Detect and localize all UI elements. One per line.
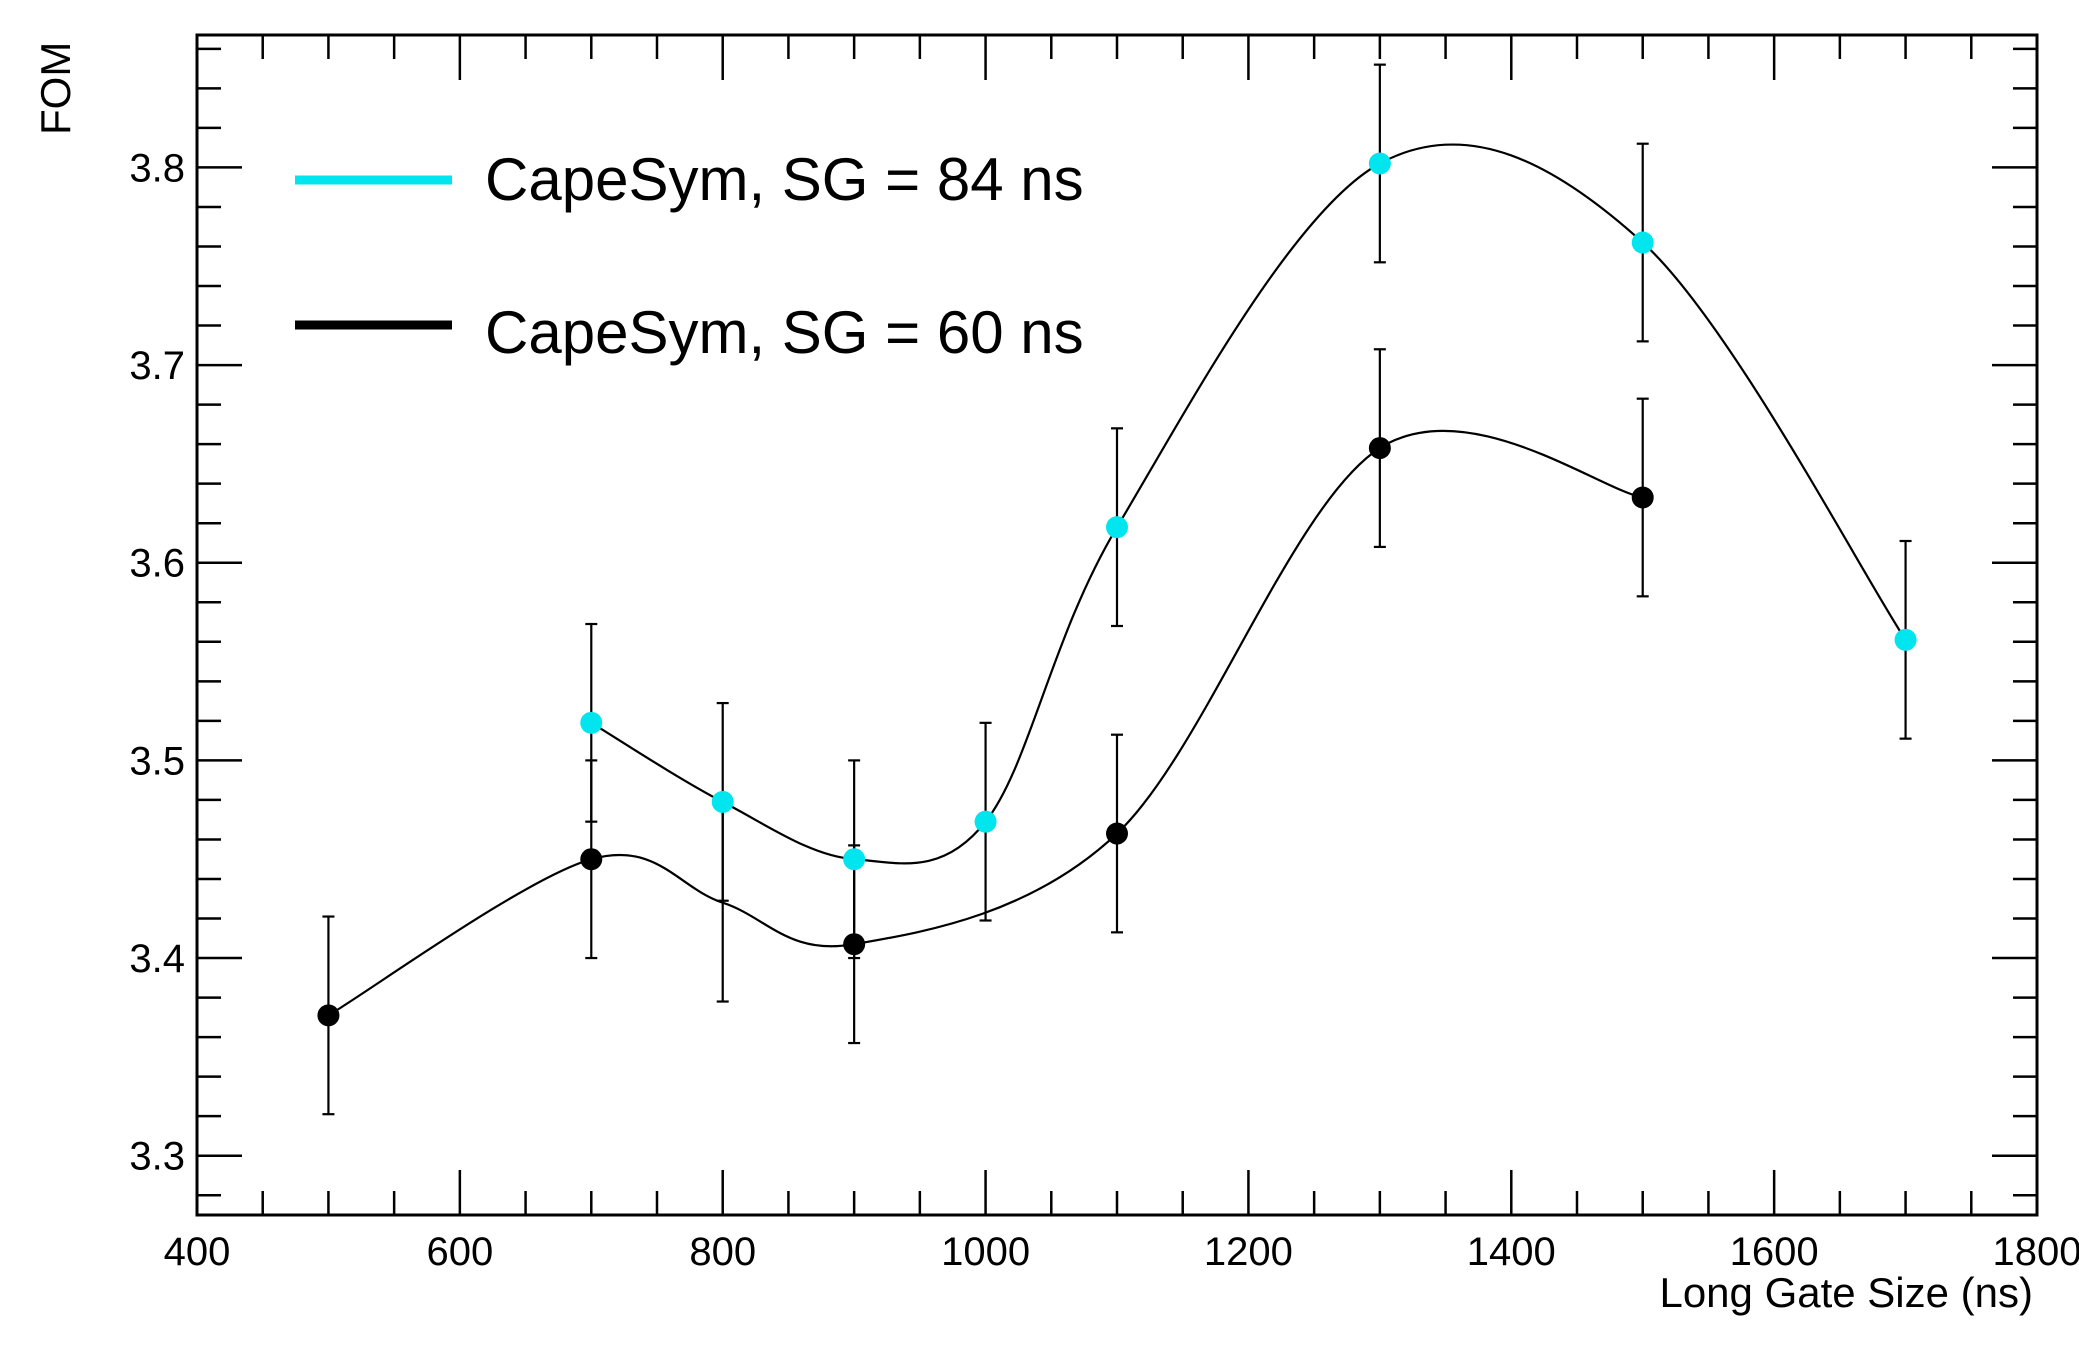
y-tick-label: 3.5 — [129, 739, 185, 783]
y-tick-label: 3.7 — [129, 344, 185, 388]
x-tick-label: 1200 — [1204, 1230, 1293, 1274]
legend: CapeSym, SG = 84 ns CapeSym, SG = 60 ns — [295, 146, 1084, 366]
legend-label-84ns: CapeSym, SG = 84 ns — [485, 146, 1084, 213]
y-tick-label: 3.4 — [129, 937, 185, 981]
data-point-60ns — [843, 933, 866, 956]
data-point-60ns — [1631, 486, 1654, 509]
data-point-84ns — [1894, 628, 1917, 651]
data-point-84ns — [974, 810, 997, 833]
x-tick-label: 1000 — [941, 1230, 1030, 1274]
y-tick-label: 3.8 — [129, 146, 185, 190]
data-point-60ns — [580, 848, 603, 871]
data-point-60ns — [1368, 437, 1391, 460]
data-point-84ns — [1631, 231, 1654, 254]
data-point-84ns — [1106, 516, 1128, 539]
legend-label-60ns: CapeSym, SG = 60 ns — [485, 299, 1084, 366]
data-point-84ns — [843, 848, 866, 871]
x-tick-label: 1800 — [1993, 1230, 2079, 1274]
data-point-60ns — [317, 1004, 340, 1027]
y-tick-label: 3.6 — [129, 542, 185, 586]
y-axis-title: FOM — [32, 42, 79, 135]
data-point-84ns — [711, 790, 734, 813]
x-tick-label: 1600 — [1730, 1230, 1819, 1274]
x-tick-label: 600 — [426, 1230, 493, 1274]
data-point-84ns — [580, 711, 603, 734]
x-axis-title: Long Gate Size (ns) — [1659, 1269, 2033, 1316]
x-tick-label: 1400 — [1467, 1230, 1556, 1274]
y-tick-label: 3.3 — [129, 1135, 185, 1179]
data-point-84ns — [1368, 152, 1391, 175]
x-tick-label: 800 — [689, 1230, 756, 1274]
x-tick-label: 400 — [164, 1230, 231, 1274]
data-point-60ns — [1106, 822, 1128, 845]
